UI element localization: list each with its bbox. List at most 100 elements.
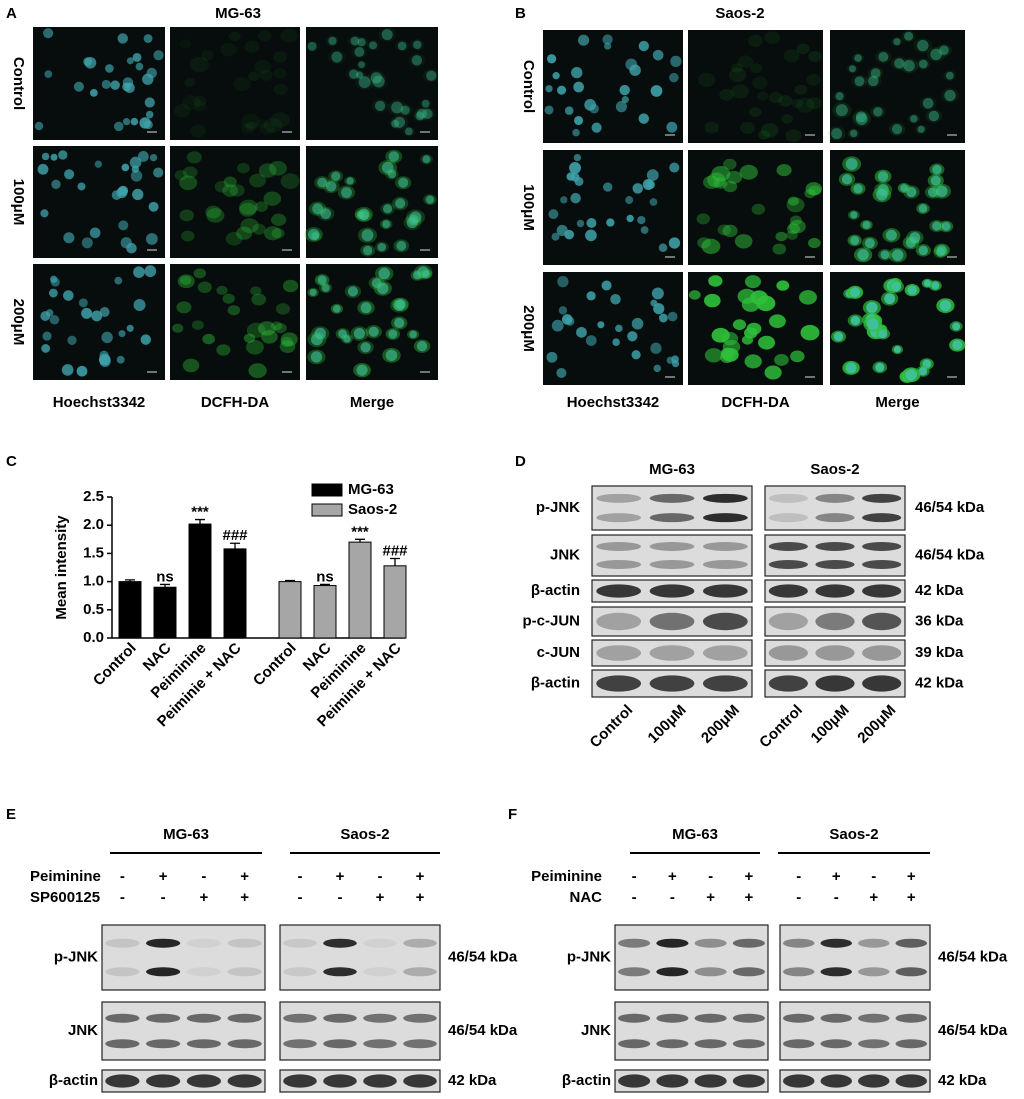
nucleus xyxy=(923,279,931,287)
cell xyxy=(804,188,816,199)
cell xyxy=(280,332,298,347)
sign-label: - xyxy=(378,868,383,885)
cell xyxy=(229,184,245,197)
group-label: Saos-2 xyxy=(810,461,859,478)
cell xyxy=(174,169,188,181)
band xyxy=(862,612,902,631)
band xyxy=(656,1039,689,1049)
cell xyxy=(272,50,288,63)
nucleus xyxy=(578,34,590,46)
nucleus xyxy=(848,65,857,73)
cell xyxy=(181,230,195,242)
cell xyxy=(419,98,432,109)
band xyxy=(862,675,902,692)
sign-label: + xyxy=(240,868,249,885)
nucleus xyxy=(910,115,918,123)
sign-label: - xyxy=(834,889,839,906)
row-label: Control xyxy=(520,60,537,113)
band xyxy=(702,675,748,692)
band xyxy=(596,493,642,503)
nucleus xyxy=(565,316,575,326)
nucleus xyxy=(145,110,154,119)
cell xyxy=(764,365,782,380)
cell xyxy=(172,323,184,333)
nucleus xyxy=(73,81,84,92)
cell xyxy=(227,305,241,316)
column-label: Merge xyxy=(875,394,919,411)
cell xyxy=(193,95,207,107)
nucleus xyxy=(400,105,410,115)
cell xyxy=(808,237,821,249)
nucleus xyxy=(875,362,885,372)
cell xyxy=(774,354,789,366)
band xyxy=(596,612,642,631)
nucleus xyxy=(917,39,929,52)
blot xyxy=(101,924,266,991)
band xyxy=(862,541,902,551)
cell xyxy=(246,322,266,338)
row-label: JNK xyxy=(68,1022,98,1039)
band xyxy=(815,541,855,551)
nucleus xyxy=(347,286,359,297)
nucleus xyxy=(140,334,151,345)
band xyxy=(363,1074,397,1088)
cell xyxy=(182,95,201,110)
cell xyxy=(216,285,228,295)
band xyxy=(649,560,695,570)
panel-title: MG-63 xyxy=(215,5,261,22)
cell xyxy=(179,209,195,222)
size-label: 46/54 kDa xyxy=(448,948,518,965)
cell xyxy=(847,128,860,139)
band xyxy=(618,1039,651,1049)
nucleus xyxy=(891,281,902,292)
cell xyxy=(832,102,852,118)
nucleus xyxy=(653,364,661,373)
band xyxy=(895,967,927,977)
nucleus xyxy=(667,311,678,322)
bar xyxy=(118,581,142,639)
cell xyxy=(223,176,237,188)
nucleus xyxy=(356,364,368,376)
nucleus xyxy=(877,171,889,182)
cell xyxy=(749,107,762,118)
significance-label: *** xyxy=(351,523,369,540)
band xyxy=(768,675,808,692)
nucleus xyxy=(891,124,903,135)
micrograph xyxy=(170,27,300,140)
band xyxy=(146,1074,181,1088)
sign-label: + xyxy=(336,868,345,885)
band xyxy=(858,938,890,948)
nucleus xyxy=(148,201,159,212)
nucleus xyxy=(835,92,844,101)
nucleus xyxy=(416,340,428,352)
significance-label: ### xyxy=(222,527,248,544)
nucleus xyxy=(48,288,58,298)
cell xyxy=(806,97,822,110)
cell xyxy=(722,224,738,238)
nucleus xyxy=(952,340,963,351)
error-bar xyxy=(195,518,205,525)
band xyxy=(815,513,855,523)
cell xyxy=(268,160,287,176)
nucleus xyxy=(560,196,568,204)
treatment-label: Peiminine xyxy=(531,868,602,885)
panel-label: B xyxy=(515,5,526,22)
band xyxy=(649,612,695,631)
cell xyxy=(252,223,266,235)
nucleus xyxy=(81,307,93,319)
band xyxy=(702,612,748,631)
nucleus xyxy=(63,232,75,244)
nucleus xyxy=(845,362,857,374)
cell xyxy=(413,107,431,121)
nucleus xyxy=(153,50,164,61)
band xyxy=(363,1013,397,1023)
row-label: JNK xyxy=(581,1022,611,1039)
nucleus xyxy=(99,307,110,318)
band xyxy=(702,560,748,570)
band xyxy=(732,938,765,948)
nucleus xyxy=(650,85,663,97)
nucleus xyxy=(873,107,883,117)
error-bar xyxy=(285,579,295,582)
cell xyxy=(940,88,960,103)
